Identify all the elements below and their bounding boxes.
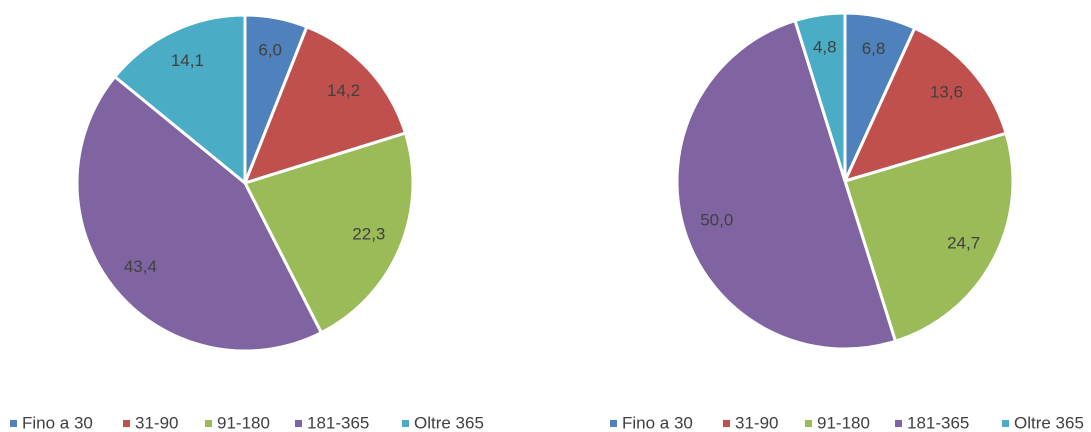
legend-swatch (610, 420, 617, 427)
legend-swatch (295, 420, 302, 427)
data-label: 13,6 (930, 82, 963, 101)
legend-swatch (123, 420, 130, 427)
pie-slice (843, 131, 1015, 344)
legend-label: 181-365 (307, 413, 369, 432)
legend-label: 91-180 (217, 413, 270, 432)
legend-swatch (402, 420, 409, 427)
pie-slice (242, 131, 415, 335)
pie-slice (675, 18, 898, 351)
data-label: 4,8 (813, 38, 837, 57)
legend-swatch (805, 420, 812, 427)
legend-label: Oltre 365 (414, 413, 484, 432)
data-label: 14,2 (327, 81, 360, 100)
legend-swatch (1002, 420, 1009, 427)
data-label: 6,8 (862, 39, 886, 58)
data-label: 6,0 (258, 40, 282, 59)
data-label: 14,1 (171, 51, 204, 70)
pie-slice (75, 74, 324, 353)
data-label: 22,3 (352, 225, 385, 244)
legend-swatch (10, 420, 17, 427)
data-label: 50,0 (700, 211, 733, 230)
data-label: 24,7 (947, 234, 980, 253)
legend-swatch (895, 420, 902, 427)
data-label: 43,4 (124, 257, 157, 276)
legend-label: Fino a 30 (22, 413, 93, 432)
legend-label: Fino a 30 (622, 413, 693, 432)
legend-label: Oltre 365 (1014, 413, 1084, 432)
legend-swatch (723, 420, 730, 427)
legend-label: 31-90 (735, 413, 778, 432)
pie-slice (842, 26, 1008, 184)
pie-slice (242, 24, 408, 186)
legend-label: 91-180 (817, 413, 870, 432)
pie-slice (112, 13, 247, 187)
legend-label: 181-365 (907, 413, 969, 432)
legend-label: 31-90 (135, 413, 178, 432)
legend-swatch (205, 420, 212, 427)
pie-slice (793, 11, 847, 182)
